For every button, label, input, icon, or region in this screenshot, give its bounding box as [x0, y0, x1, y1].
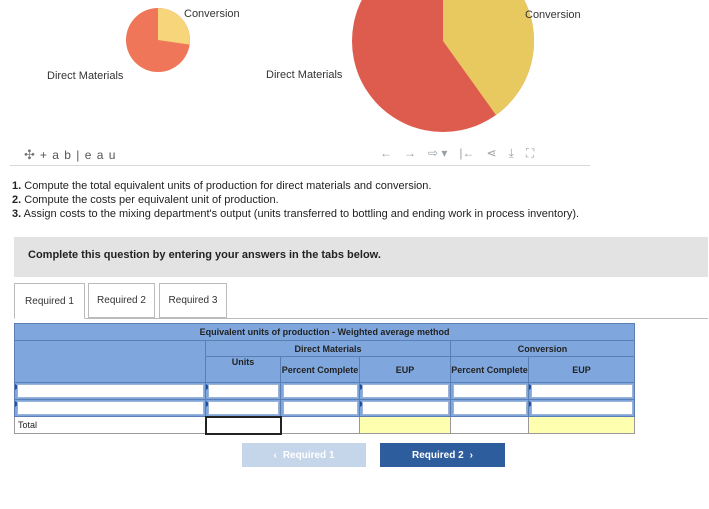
direct-materials-pie-label-small: Direct Materials: [47, 66, 123, 84]
chevron-right-icon: ›: [469, 449, 474, 461]
tab-required-2[interactable]: Required 2: [88, 283, 155, 318]
percent-complete-conv-input[interactable]: [450, 382, 529, 400]
pie-slice-conversion: [443, 0, 534, 115]
pie-label-direct-materials: Direct Materials: [266, 69, 343, 81]
redo-icon[interactable]: →: [404, 146, 416, 160]
group-header-direct-materials: Direct Materials: [205, 340, 451, 357]
pie-chart-small: [126, 8, 190, 72]
eup-dm-input[interactable]: [359, 399, 451, 417]
col-header-eup-dm: EUP: [359, 356, 451, 383]
instruction-item: 2. Compute the costs per equivalent unit…: [12, 194, 279, 206]
col-header-eup-conv: EUP: [527, 356, 636, 383]
share-icon[interactable]: ⋖: [486, 146, 497, 160]
reset-icon[interactable]: |←: [459, 146, 475, 160]
table-title: Equivalent units of production - Weighte…: [13, 323, 636, 341]
tab-required-1[interactable]: Required 1: [14, 283, 85, 319]
instructions: 1. Compute the total equivalent units of…: [12, 179, 702, 221]
revert-icon[interactable]: ⇨ ▾: [428, 146, 448, 160]
row-label-input[interactable]: [14, 399, 206, 417]
percent-complete-dm-input[interactable]: [280, 399, 360, 417]
tab-label: Required 2: [97, 295, 146, 306]
table-row: [14, 382, 636, 400]
tableau-mark-icon: ✣: [24, 147, 36, 162]
eup-conv-input[interactable]: [527, 382, 636, 400]
conversion-pie-label-small: Conversion: [184, 4, 240, 22]
pie-label-conversion: Conversion: [184, 8, 240, 20]
units-total-input[interactable]: [204, 415, 282, 435]
units-input[interactable]: [205, 382, 281, 400]
percent-complete-dm-input[interactable]: [280, 382, 360, 400]
tab-required-3[interactable]: Required 3: [159, 283, 227, 318]
total-label: Total: [14, 416, 206, 434]
next-required-button[interactable]: Required 2 ›: [380, 443, 505, 467]
toolbar-divider: [10, 165, 590, 166]
chevron-left-icon: ‹: [273, 449, 277, 461]
tab-label: Required 1: [25, 295, 74, 307]
tableau-wordmark: + a b | e a u: [39, 148, 117, 162]
next-button-label: Required 2: [411, 449, 464, 461]
tab-label: Required 3: [168, 295, 218, 306]
eup-conv-input[interactable]: [527, 399, 636, 417]
header-blank: [14, 340, 206, 357]
direct-materials-pie-label-large: Direct Materials: [266, 65, 342, 83]
undo-icon[interactable]: ←: [380, 146, 392, 160]
tableau-logo[interactable]: ✣ + a b | e a u: [24, 147, 116, 163]
equivalent-units-table: Equivalent units of production - Weighte…: [13, 323, 636, 435]
prev-button-label: Required 1: [282, 449, 335, 461]
download-icon[interactable]: ⤓: [508, 146, 514, 160]
total-row: Total: [14, 415, 636, 435]
col-header-units: Units: [205, 356, 281, 383]
pie-slice-conversion: [158, 8, 190, 45]
prev-required-button[interactable]: ‹ Required 1: [242, 443, 366, 467]
eup-dm-input[interactable]: [359, 382, 451, 400]
eup-dm-total[interactable]: [359, 416, 451, 434]
table-row: [14, 399, 636, 417]
pie-label-conversion: Conversion: [525, 9, 581, 21]
conversion-pie-label-large: Conversion: [525, 5, 581, 23]
tabs-divider: [14, 318, 708, 319]
group-header-conversion: Conversion: [449, 340, 636, 357]
instruction-item: 1. Compute the total equivalent units of…: [12, 180, 432, 192]
total-blank-conv-percent: [450, 416, 529, 434]
pie-chart-large: [352, 0, 534, 132]
total-blank-dm-percent: [280, 416, 360, 434]
instruction-item: 3. Assign costs to the mixing department…: [12, 208, 580, 220]
instruction-banner: Complete this question by entering your …: [14, 237, 708, 277]
row-label-input[interactable]: [14, 382, 206, 400]
percent-complete-conv-input[interactable]: [450, 399, 529, 417]
fullscreen-icon[interactable]: ⛶: [525, 146, 535, 160]
tableau-toolbar: ← → ⇨ ▾ |← ⋖ ⤓ ⛶: [380, 146, 534, 160]
banner-text: Complete this question by entering your …: [28, 249, 381, 261]
eup-conv-total[interactable]: [527, 416, 636, 434]
col-header-percent-complete-dm: Percent Complete: [280, 356, 360, 383]
header-blank-2: [14, 356, 206, 383]
col-header-percent-complete-conv: Percent Complete: [450, 356, 529, 383]
pie-label-direct-materials: Direct Materials: [47, 70, 124, 82]
units-input[interactable]: [205, 399, 281, 417]
